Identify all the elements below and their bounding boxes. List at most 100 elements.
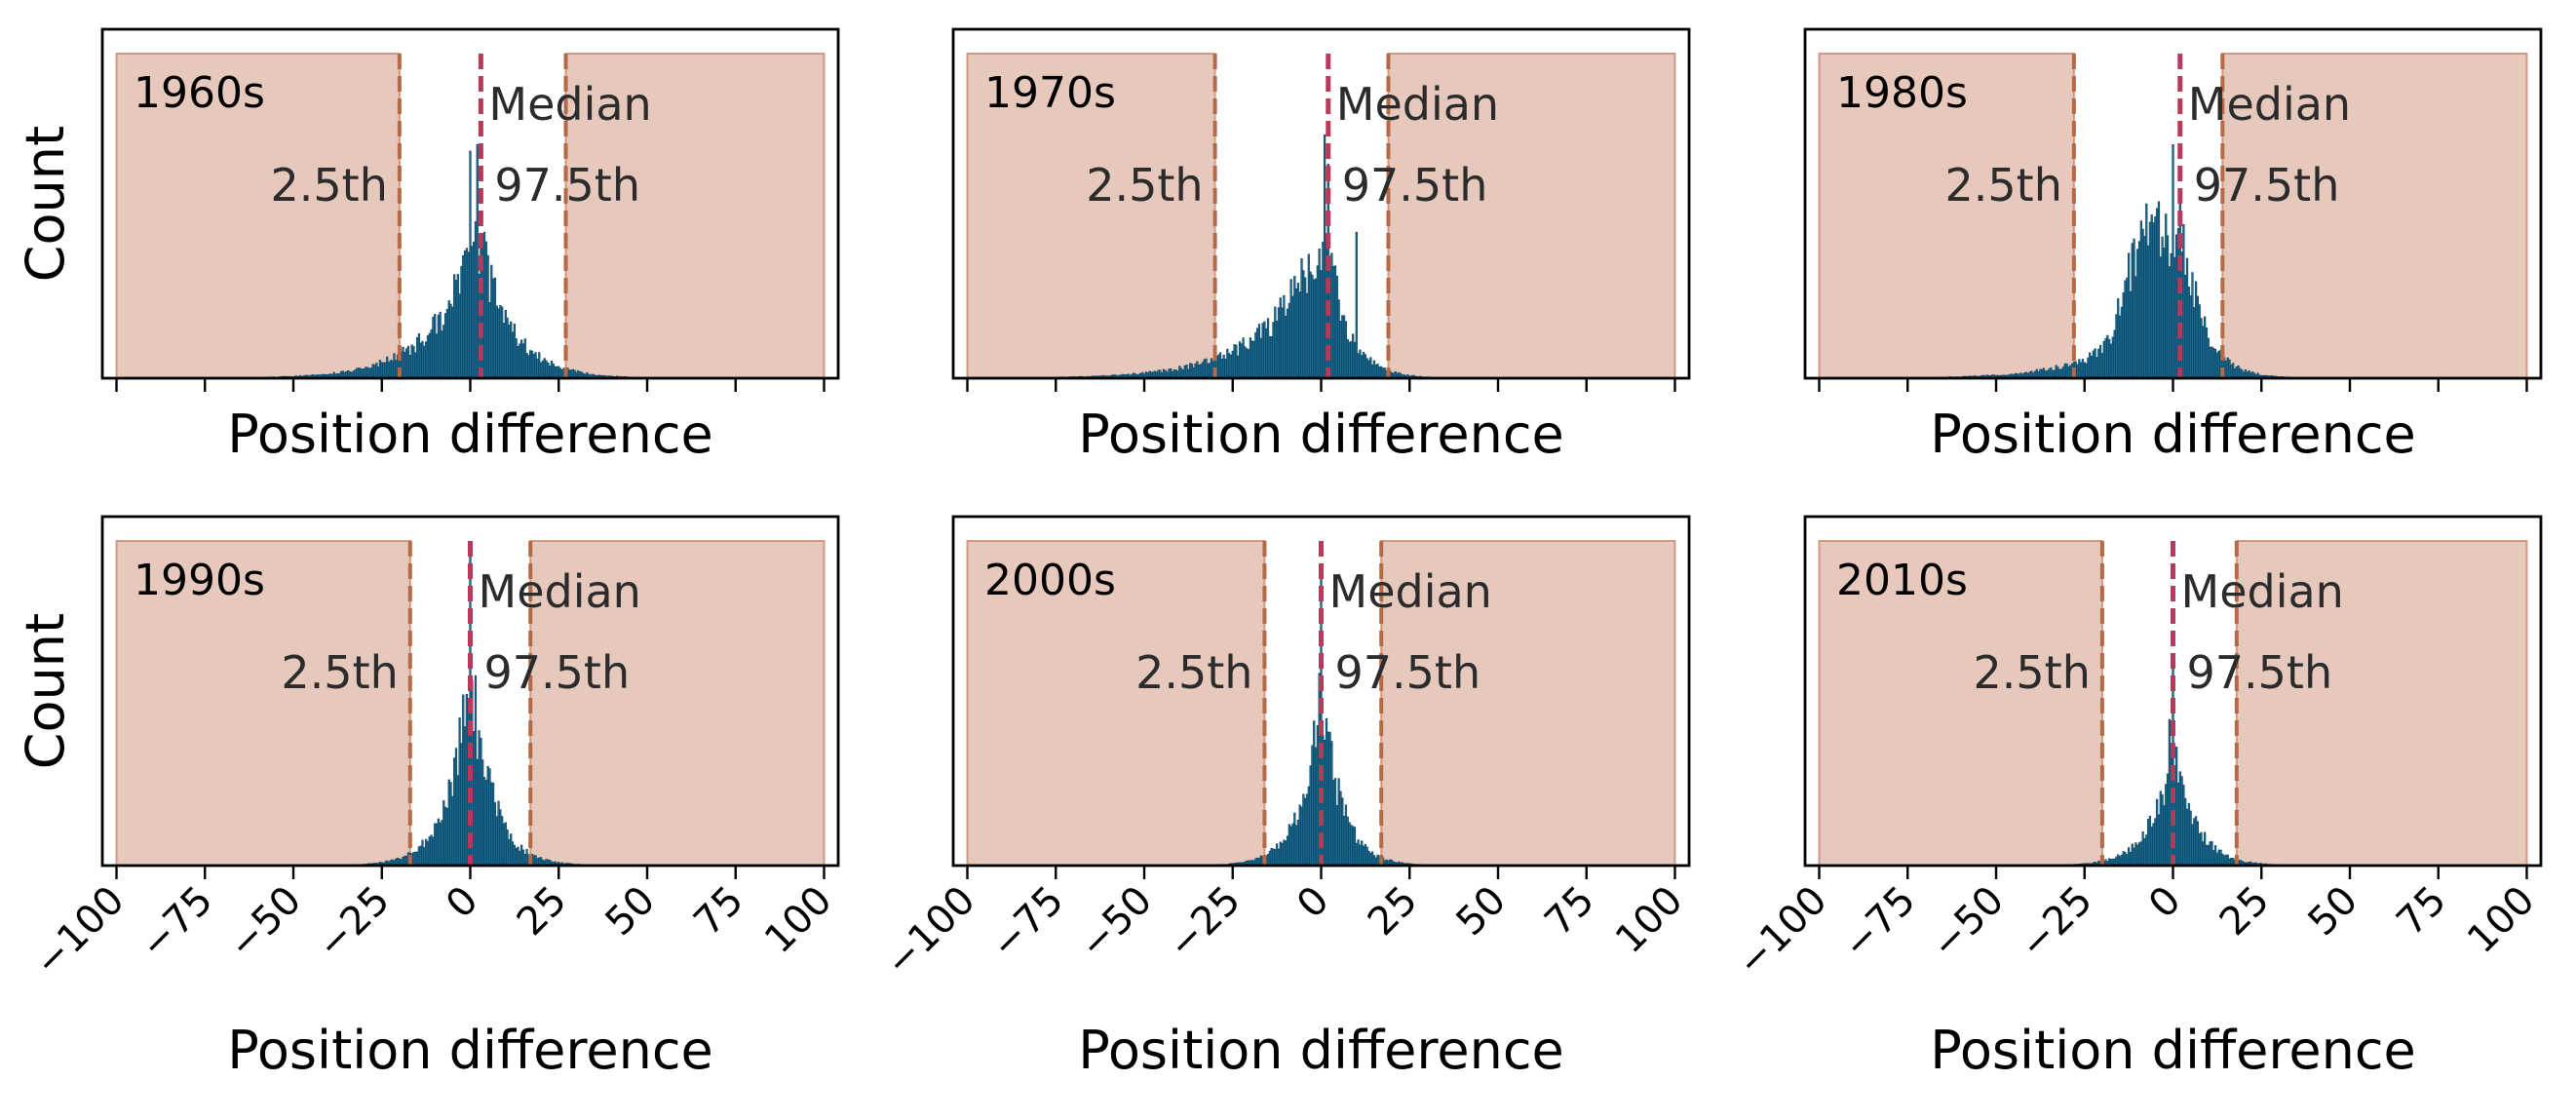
histogram-bar [1318,249,1321,379]
histogram-bar [2175,234,2178,379]
histogram-bar [1311,274,1314,379]
histogram-bar [1283,294,1286,379]
histogram-bar [2131,243,2134,379]
histogram-bar [1361,355,1364,379]
histogram-bar [421,340,424,379]
histogram-bar [2097,348,2100,379]
histogram-bar [1254,331,1257,379]
histogram-bar [2115,314,2118,379]
histogram-bar [538,352,541,379]
x-tick-label: 75 [685,878,752,945]
histogram-bar [358,367,361,379]
histogram-bar [456,274,459,379]
histogram-bar [2145,203,2148,379]
histogram-bar [361,368,364,379]
histogram-bar [1330,252,1333,379]
histogram-bar [2148,815,2152,867]
histogram-bar [2209,841,2211,867]
histogram-bar [462,694,465,867]
histogram-bar [2187,802,2190,867]
histogram-bar [1304,277,1307,379]
histogram-bar [1240,343,1243,379]
x-axis-label: Position difference [1078,404,1564,465]
histogram-bar [1288,302,1290,379]
histogram-bar [442,800,445,867]
histogram-bar [2055,365,2057,379]
histogram-bar [2159,791,2162,867]
histogram-bar [1316,725,1319,867]
histogram-bar [2080,362,2083,379]
histogram-bar [1353,827,1357,867]
histogram-bar [1359,349,1362,379]
histogram-bar [1259,337,1262,379]
histogram-bar [1257,324,1261,379]
histogram-bar [451,306,454,379]
histogram-bar [402,346,404,379]
histogram-bar [2209,346,2211,379]
histogram-bar [1314,278,1318,379]
histogram-bar [2076,364,2079,379]
histogram-bar [490,264,493,379]
histogram-bar [2191,272,2194,379]
x-tick-label: 50 [597,878,665,945]
histogram-bar [2069,365,2072,379]
histogram-bar [1305,292,1309,379]
histogram-bar [2146,245,2150,379]
histogram-bar [428,836,431,867]
histogram-bar [1335,275,1338,379]
histogram-bar [2067,366,2070,379]
histogram-bar [497,800,500,867]
histogram-bar [1298,291,1301,379]
histogram-bar [490,782,493,867]
histogram-bar [378,360,382,379]
percentile-97-5-annotation: 97.5th [1335,646,1481,699]
histogram-bar [462,254,465,379]
histogram-bar [517,346,519,379]
histogram-bar [488,768,491,867]
histogram-bar [508,325,511,379]
histogram-bar [2193,818,2196,867]
histogram-bar [2191,824,2194,867]
histogram-bar [2198,304,2201,379]
histogram-bar [2139,841,2142,867]
histogram-bar [2168,266,2171,379]
histogram-bar [404,855,406,867]
histogram-bar [426,840,430,867]
histogram-bar [441,330,443,379]
histogram-bar [2207,844,2210,867]
histogram-bar [1242,337,1245,379]
histogram-bar [445,308,449,379]
y-axis-label: Count [15,126,76,282]
histogram-bar [1348,822,1351,867]
histogram-bar [491,278,495,379]
histogram-bar [519,343,521,379]
histogram-bar [529,350,532,379]
histogram-bar [2126,854,2129,867]
histogram-bar [2182,223,2185,379]
histogram-bar [1180,367,1183,379]
histogram-bar [2042,367,2046,379]
histogram-bar [2175,746,2178,867]
histogram-bar [2122,851,2125,867]
histogram-bar [453,274,456,379]
histogram-bar [2128,252,2131,379]
histogram-bar [1201,362,1205,379]
histogram-bar [495,816,498,867]
histogram-bar [2137,241,2141,379]
histogram-bar [2157,814,2161,867]
histogram-bar [1233,344,1236,379]
histogram-bar [2061,367,2065,379]
histogram-bar [543,358,546,379]
histogram-bar [415,337,419,379]
histogram-bar [2226,357,2229,379]
histogram-bar [2109,343,2113,379]
histogram-bar [406,345,410,379]
histogram-bar [1210,358,1213,379]
histogram-bar [2087,357,2090,379]
percentile-2-5-annotation: 2.5th [1086,159,1203,212]
x-tick-label: 75 [1536,878,1603,945]
histogram-bar [513,323,516,379]
histogram-bar [1364,843,1366,867]
histogram-bar [545,360,548,379]
histogram-bar [1190,364,1194,379]
